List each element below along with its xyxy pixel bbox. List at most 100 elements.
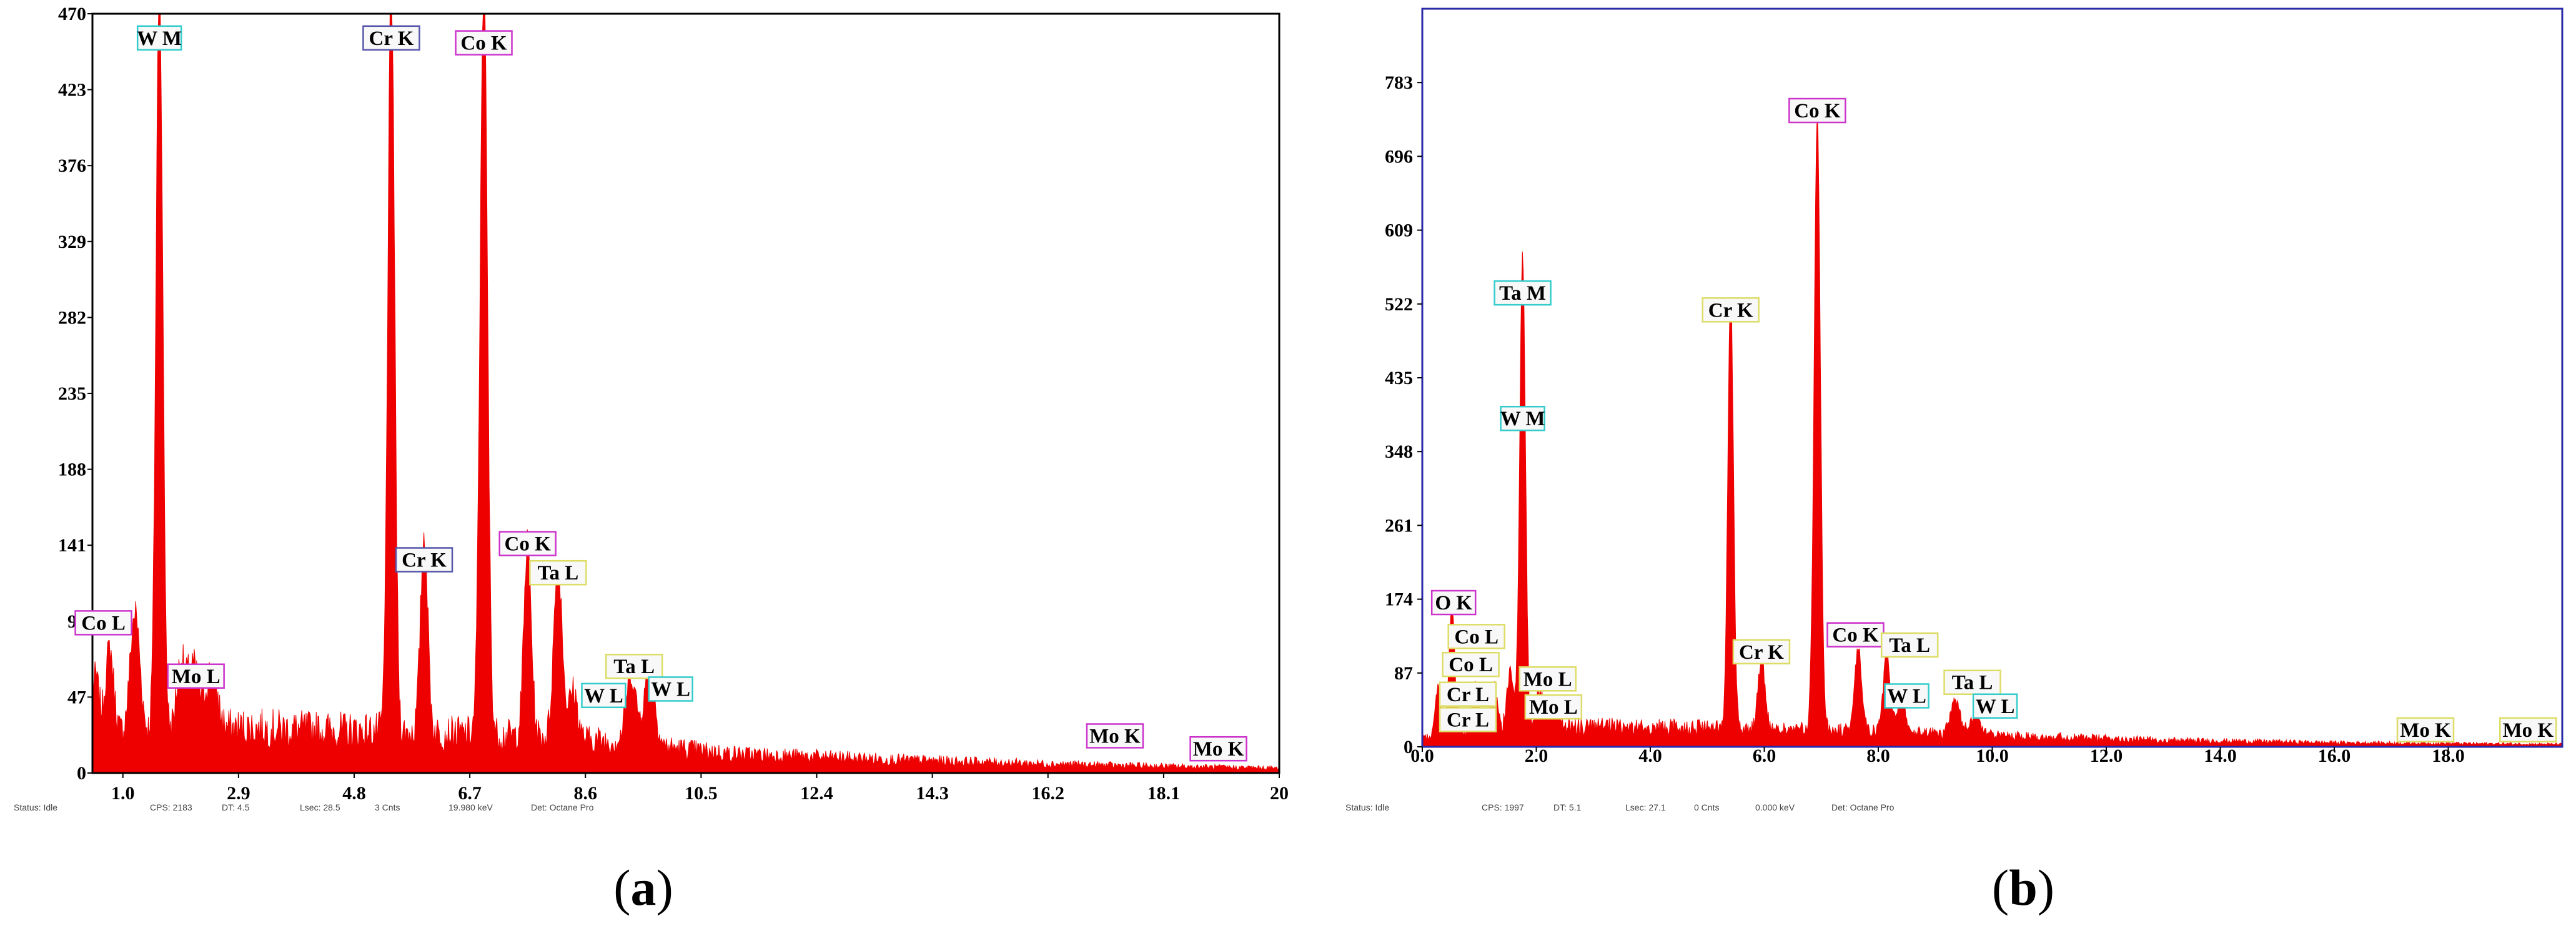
x-tick-label: 2.0 (1525, 746, 1548, 766)
panel-a: 047941411882352823293764234701.02.94.86.… (0, 4, 1288, 916)
peak-label-text: O K (1435, 592, 1472, 614)
peak-label-text: W L (1887, 685, 1926, 707)
peak-label-box (1972, 693, 2018, 719)
peak-label-text: Cr L (1447, 709, 1489, 732)
peak-label-box (2396, 717, 2455, 743)
detector-readout: Det: Octane Pro (1831, 802, 1895, 812)
peak-label-box (648, 676, 693, 702)
x-tick-label: 14.0 (2204, 746, 2237, 766)
peak-label: W L (648, 676, 693, 702)
y-tick-label: 783 (1385, 72, 1413, 93)
peak-label-text: Mo L (1529, 696, 1578, 719)
peak-label: Mo K (2499, 717, 2557, 743)
x-tick-label: 8.6 (573, 783, 597, 804)
peak-label-box (136, 25, 182, 51)
x-tick-label: 2.9 (227, 783, 250, 804)
status-bar-b: Status: Idle CPS: 1997 DT: 5.1 Lsec: 27.… (1288, 802, 2576, 817)
peak-label: W L (1884, 683, 1930, 709)
peak-label-text: Ta L (1889, 634, 1930, 657)
caption-b: (b) (1991, 859, 2055, 916)
peak-label: Co K (1826, 622, 1885, 648)
peak-label-box (1518, 666, 1577, 692)
peak-label-box (1732, 639, 1791, 665)
y-tick-label: 423 (58, 80, 86, 101)
y-tick-label: 435 (1385, 368, 1413, 388)
x-tick-label: 10.0 (1976, 746, 2009, 766)
detector-readout: Det: Octane Pro (531, 802, 594, 812)
y-tick-label: 376 (58, 155, 86, 176)
y-tick-label: 696 (1385, 146, 1413, 167)
peak-label: Cr L (1439, 707, 1497, 732)
y-tick-label: 188 (58, 460, 86, 480)
peak-label-box (1494, 280, 1552, 306)
peak-label: Co L (74, 610, 132, 636)
peak-label: Cr K (1702, 297, 1760, 323)
x-tick-label: 12.4 (800, 783, 833, 804)
peak-label-text: Cr K (1739, 641, 1784, 664)
peak-label-box (581, 682, 627, 709)
peak-label-text: W M (137, 27, 182, 50)
x-tick-label: 6.0 (1753, 746, 1776, 766)
peak-label-box (1086, 723, 1144, 749)
y-tick-label: 174 (1385, 589, 1413, 610)
peak-label-text: Cr K (369, 27, 414, 50)
peak-label-text: W M (1500, 408, 1545, 430)
peak-label-text: W L (1976, 696, 2015, 718)
peak-label: Co K (1788, 97, 1846, 124)
peak-label-text: Mo K (2502, 719, 2554, 742)
x-tick-label: 1.0 (111, 783, 135, 804)
peak-label-box (167, 663, 225, 689)
y-tick-label: 282 (58, 307, 86, 328)
peak-label-box (1884, 683, 1930, 709)
dt-readout: DT: 5.1 (1553, 802, 1582, 812)
x-tick-label: 16.2 (1031, 783, 1064, 804)
peak-label-box (498, 531, 557, 556)
peak-label: Cr K (1732, 639, 1791, 665)
peak-label-text: Mo L (1523, 668, 1572, 691)
peak-label-text: Ta L (538, 562, 579, 584)
peak-label: Ta L (1880, 632, 1939, 658)
peak-label-text: Co L (81, 612, 126, 634)
y-tick-label: 87 (1394, 663, 1413, 684)
y-tick-label: 261 (1385, 515, 1413, 536)
caption-a: (a) (613, 859, 673, 916)
eds-spectrum-chart-b: 0 87 174 261 348 435 522 609 696 783 0.0 2.0 4.0 6.0 8… (1385, 7, 2564, 766)
x-tick-label: 4.8 (342, 783, 366, 804)
peak-label: W L (581, 682, 627, 709)
peak-label: Ta L (1943, 669, 2001, 695)
peak-label: W M (1500, 405, 1545, 431)
peak-label: Cr L (1439, 681, 1497, 707)
kev-readout: 0.000 keV (1755, 802, 1795, 812)
peak-label-box (1880, 632, 1939, 658)
peak-label-text: Ta L (613, 656, 655, 678)
x-tick-label: 6.7 (458, 783, 482, 804)
peak-label-text: W L (651, 678, 690, 701)
x-tick-label: 14.3 (916, 783, 949, 804)
x-tick-label: 18.0 (2432, 746, 2465, 766)
peak-label-box (2499, 717, 2557, 743)
status-text: Status: Idle (14, 802, 58, 812)
peak-label-box (74, 610, 132, 636)
peak-label-text: Co K (1832, 624, 1879, 647)
eds-spectrum-chart-a: 047941411882352823293764234701.02.94.86.… (58, 4, 1288, 804)
peak-label: Mo K (2396, 717, 2455, 743)
peak-label-box (1943, 669, 2001, 695)
plot-frame (91, 12, 1281, 774)
y-tick-label: 47 (67, 687, 86, 707)
peak-label: Co L (1447, 624, 1505, 649)
peak-label: W M (136, 25, 182, 51)
peak-label-text: Mo K (1089, 725, 1141, 747)
lsec-readout: Lsec: 28.5 (300, 802, 340, 812)
y-tick-label: 0 (1404, 737, 1413, 757)
status-text: Status: Idle (1345, 802, 1390, 812)
peak-label: Ta L (529, 559, 587, 586)
peak-label-text: Mo L (172, 666, 220, 688)
peak-label-box (1500, 405, 1545, 431)
cps-readout: CPS: 2183 (150, 802, 192, 812)
peak-label-text: Co K (1794, 100, 1841, 122)
peak-label-box (1189, 736, 1247, 762)
peak-label-text: Cr K (1708, 299, 1753, 322)
x-tick-label: 12.0 (2090, 746, 2123, 766)
cps-readout: CPS: 1997 (1482, 802, 1524, 812)
status-bar-a: Status: Idle CPS: 2183 DT: 4.5 Lsec: 28.… (0, 802, 1288, 817)
